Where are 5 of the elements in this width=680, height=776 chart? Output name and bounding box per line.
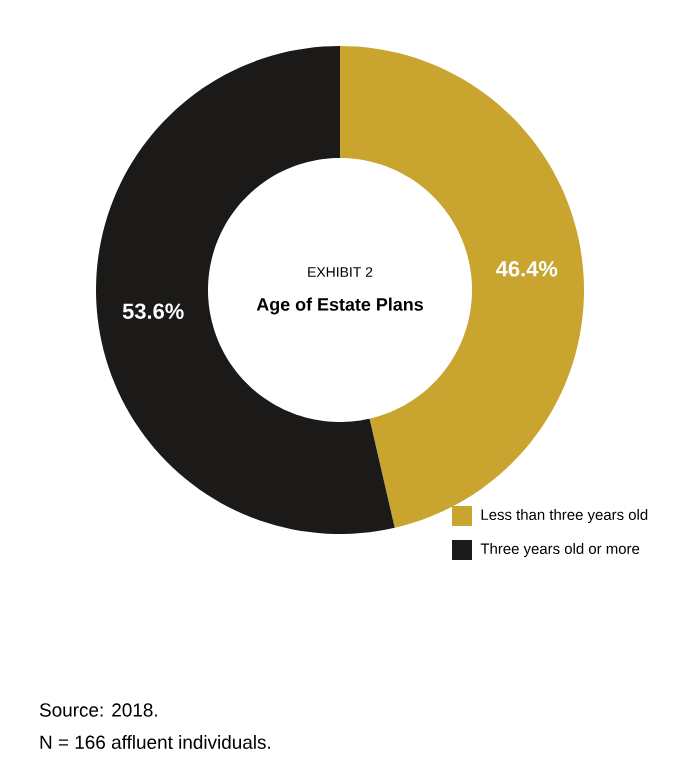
data-label: 53.6% — [122, 303, 184, 319]
text: Age of Estate Plans — [256, 297, 423, 315]
source-note: Source: 2018. — [39, 703, 157, 717]
text: N = 166 affluent individuals. — [40, 735, 270, 749]
data-label: 46.4% — [496, 261, 558, 277]
